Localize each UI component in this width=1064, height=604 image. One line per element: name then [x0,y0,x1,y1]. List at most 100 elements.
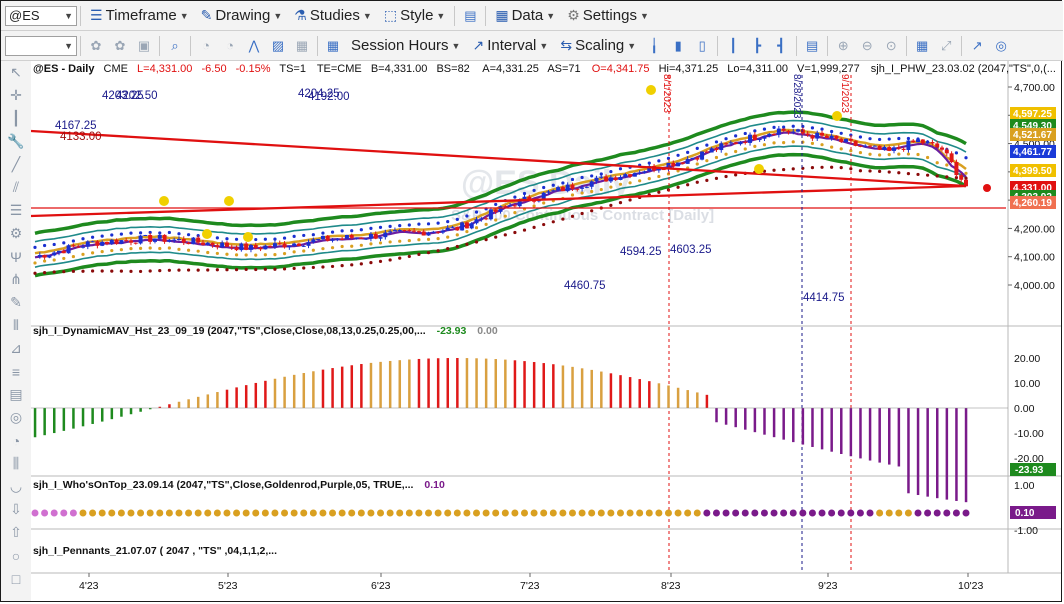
zoom-in-icon[interactable]: ⊕ [837,37,849,53]
trail-dot [954,151,959,155]
drawing-menu[interactable]: ✎ Drawing ▼ [195,4,289,28]
wrench-icon[interactable]: 🔧 [7,133,25,149]
arrow-down-icon[interactable]: ⇩ [10,501,22,517]
trail-dot [657,174,661,179]
indicator-2-icon[interactable]: ◔ [226,38,234,53]
trail-dot [484,222,488,226]
zoom-reset-icon[interactable]: ⊙ [885,37,897,53]
trail-dot [33,261,37,265]
chevron-down-icon: ▼ [362,10,372,21]
trail-dot [321,231,325,235]
histogram-bar [312,371,315,408]
ohlc-icon[interactable]: ┣ [753,37,762,53]
whosontop-dot [415,509,423,517]
price-tag-label: 4,597.25 [1013,109,1052,120]
cycles-icon[interactable]: ◎ [9,409,23,425]
whosontop-dot [290,509,298,517]
trail-dot [772,125,776,129]
interval-menu[interactable]: ↗ Interval ▼ [466,34,554,58]
ruler-icon[interactable]: ┃ [11,110,21,126]
candle-body [575,188,580,190]
image-icon[interactable]: ▨ [271,37,285,53]
magnifier-icon[interactable]: ⌕ [171,37,179,53]
panes-icon[interactable]: ▤ [806,37,819,53]
candle-body [618,176,623,181]
ellipse-icon[interactable]: ◔ [11,432,21,449]
toolbar-separator [317,35,318,56]
bar-chart-icon[interactable]: ╽ [650,37,659,53]
color-tool-icon[interactable]: ✿ [114,37,126,53]
trail-dot [532,188,536,193]
whosontop-dot [808,509,816,517]
trendline-icon[interactable]: ╱ [11,156,21,172]
circle-icon[interactable]: ○ [11,547,21,564]
crosshair-icon[interactable]: ✛ [10,87,22,103]
candle-body [176,238,181,240]
whosontop-dot [377,509,385,517]
style-icon: ⬚ [383,7,398,23]
pointer-icon[interactable]: ↖ [10,64,22,80]
time-tick-label: 10'23 [958,580,984,592]
globe-icon[interactable]: ◎ [995,37,1007,53]
format-tool-icon[interactable]: ▣ [137,37,151,53]
whosontop-dot [885,509,893,517]
style-menu[interactable]: ⬚ Style ▼ [378,4,452,28]
slow-ma-dot [964,176,968,180]
levels-icon[interactable]: ≡ [11,363,21,380]
settings-menu[interactable]: ⚙ Settings ▼ [561,4,655,28]
grid-icon[interactable]: ▦ [295,37,309,53]
vertical-lines-icon[interactable]: ⦀ [12,317,20,333]
data-menu[interactable]: ▦ Data ▼ [489,4,561,28]
scaling-menu[interactable]: ⇆ Scaling ▼ [554,34,642,58]
slow-ma-dot [417,252,421,256]
rectangle-icon[interactable]: □ [11,570,21,587]
trail-dot [225,252,229,256]
slow-ma-dot [244,267,248,271]
hlc-icon[interactable]: ┫ [777,37,786,53]
histogram-bar [763,408,766,435]
speedlines-icon[interactable]: ⊿ [10,340,22,356]
slow-ma-dot [71,269,75,273]
candle-body [781,128,786,131]
chevron-down-icon[interactable]: ▼ [64,10,73,21]
lower-outer-band [34,152,967,278]
volume-bars-icon[interactable]: ┃ [729,37,738,53]
expand-icon[interactable]: ⤢ [940,37,952,53]
line-chart-icon[interactable]: ⋀ [248,37,260,53]
bars-pattern-icon[interactable]: ⫼ [12,455,20,471]
studies-menu[interactable]: ⚗ Studies ▼ [288,4,378,28]
pitchfork-icon[interactable]: Ψ [10,248,22,265]
layout-icon[interactable]: ▤ [464,7,477,23]
chart-area[interactable]: @ES Daily S&P 500 Continuous Contract [D… [31,61,1061,601]
trend-icon[interactable]: ↗ [971,37,983,53]
time-tick-label: 9'23 [818,580,838,592]
regression-icon[interactable]: ▤ [9,386,23,402]
timeframe-menu[interactable]: ☰ Timeframe ▼ [84,4,195,28]
style-tool-icon[interactable]: ✿ [90,37,102,53]
gann-icon[interactable]: ⚙ [9,225,23,241]
calendar-icon[interactable]: ▦ [916,37,929,53]
indicator-icon[interactable]: ◔ [202,38,210,53]
session-hours-menu[interactable]: Session Hours ▼ [345,34,466,58]
trail-dot [302,249,306,253]
candle-body [316,239,321,241]
candle-body [325,235,330,241]
pencil-icon[interactable]: ✎ [10,294,22,310]
whosontop-dot [60,509,68,517]
channel-icon[interactable]: ⫽ [12,179,20,195]
candle-body [306,242,311,246]
andrews-icon[interactable]: ⋔ [10,271,22,287]
candle-body [330,239,335,241]
candle-body [90,241,95,243]
fibonacci-icon[interactable]: ☰ [9,202,23,218]
symbol-input[interactable]: @ES ▼ [5,5,77,26]
arc-icon[interactable]: ◡ [9,478,23,494]
candlestick-icon[interactable]: ▮ [674,37,682,53]
arrow-up-icon[interactable]: ⇧ [10,524,22,540]
time-axis[interactable]: 4'23 5'23 6'23 7'23 8'23 9'23 10'23 [79,573,984,592]
hollow-candle-icon[interactable]: ▯ [698,37,706,53]
workspace-combo[interactable]: ▼ [5,35,77,56]
zoom-out-icon[interactable]: ⊖ [861,37,873,53]
candle-body [436,231,441,233]
candle-body [661,169,666,171]
